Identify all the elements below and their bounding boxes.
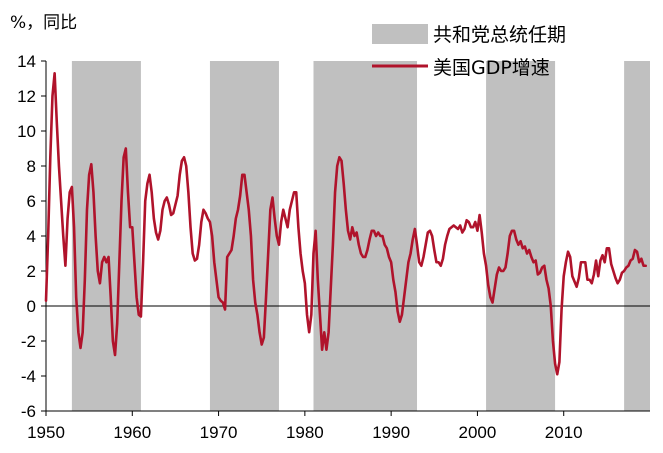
y-tick-label: 6 [27, 192, 36, 211]
shaded-period-0 [71, 61, 141, 411]
y-tick-label: -4 [21, 367, 36, 386]
x-tick-label: 1990 [372, 423, 410, 442]
x-axis-ticks: 1950 1960 1970 1980 1990 2000 2010 [27, 411, 583, 442]
x-tick-label: 1980 [286, 423, 324, 442]
shaded-period-bands [71, 61, 650, 411]
x-tick-label: 1950 [27, 423, 65, 442]
y-axis-unit-label: %，同比 [10, 13, 77, 33]
x-tick-label: 1970 [200, 423, 238, 442]
x-tick-label: 2010 [545, 423, 583, 442]
legend: 共和党总统任期 美国GDP增速 [372, 24, 566, 79]
shaded-period-3 [486, 61, 556, 411]
shaded-period-1 [209, 61, 279, 411]
series-layer [44, 71, 647, 376]
y-axis-ticks: -6 -4 -2 0 2 4 6 8 10 12 14 [17, 52, 46, 421]
y-tick-label: -6 [21, 402, 36, 421]
series-line-0 [44, 71, 647, 376]
y-tick-label: 8 [27, 157, 36, 176]
y-tick-label: 2 [27, 262, 36, 281]
legend-band-label: 共和党总统任期 [433, 24, 566, 46]
y-tick-label: 10 [17, 122, 36, 141]
y-tick-label: 0 [27, 297, 36, 316]
legend-line-label: 美国GDP增速 [433, 57, 550, 79]
y-tick-label: 4 [27, 227, 36, 246]
legend-band-swatch [372, 24, 428, 44]
y-tick-label: 12 [17, 87, 36, 106]
shaded-period-2 [313, 61, 418, 411]
x-tick-label: 1960 [113, 423, 151, 442]
y-tick-label: -2 [21, 332, 36, 351]
y-tick-label: 14 [17, 52, 36, 71]
shaded-period-4 [624, 61, 650, 411]
x-tick-label: 2000 [459, 423, 497, 442]
